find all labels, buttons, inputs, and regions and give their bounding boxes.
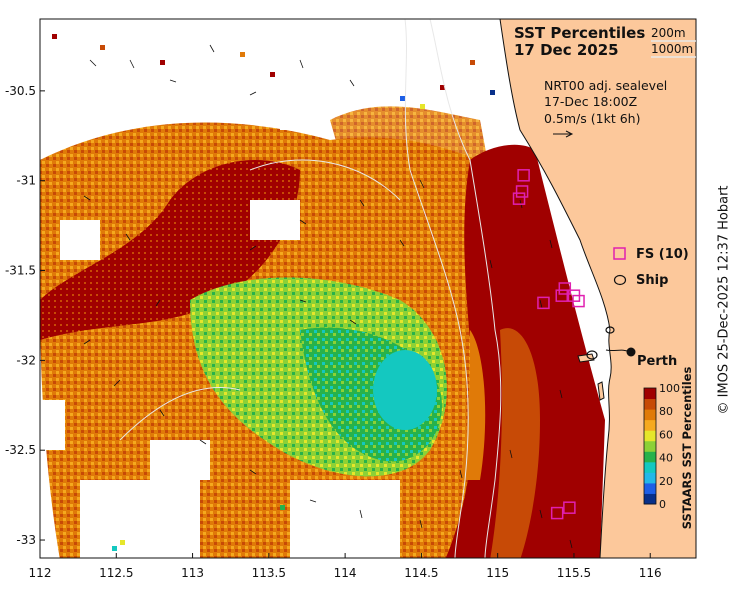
sst-field: [40, 19, 696, 558]
scale-arrow: [553, 130, 574, 138]
fs-marker: [555, 289, 568, 302]
y-tick-label: -31.5: [5, 264, 36, 278]
rottnest-island: [577, 353, 595, 363]
colorbar-segment: [644, 398, 656, 410]
data-pixels: [52, 34, 495, 551]
plot-frame: [39, 18, 697, 559]
x-tick-label: 116: [639, 566, 662, 580]
northern-patchy-sst: [330, 106, 495, 200]
x-tick-label: 114: [334, 566, 357, 580]
y-tick-label: -33: [16, 533, 36, 547]
imos-credit: © IMOS 25-Dec-2025 12:37 Hobart: [716, 185, 732, 415]
colorbar-segment: [644, 409, 656, 421]
current-info-line1: NRT00 adj. sealevel: [544, 78, 667, 93]
y-tick-label: -30.5: [5, 84, 36, 98]
colorbar: 100 80 60 40 20 0: [643, 382, 680, 511]
title-line1: SST Percentiles: [514, 24, 645, 42]
shelf-orange: [460, 330, 486, 480]
garden-island: [597, 381, 605, 401]
perth-label: Perth: [637, 354, 677, 369]
coastline: [499, 19, 612, 558]
fs-marker: [563, 501, 576, 514]
fs-marker: [517, 169, 530, 182]
fs-marker: [558, 282, 572, 295]
x-tick-label: 112: [29, 566, 52, 580]
y-tick-label: -31: [16, 174, 36, 188]
colorbar-tick-label: 0: [659, 498, 666, 511]
current-info-line3: 0.5m/s (1kt 6h): [544, 111, 640, 126]
ship-legend-marker: [613, 274, 627, 286]
colorbar-frame: [643, 387, 657, 505]
colorbar-segment: [644, 451, 656, 463]
colorbar-segment: [644, 440, 656, 452]
fs-marker: [572, 294, 585, 308]
colorbar-tick-label: 100: [659, 382, 680, 395]
fs-marker: [550, 506, 564, 520]
current-info-line2: 17-Dec 18:00Z: [544, 94, 637, 109]
colorbar-label: SSTAARS SST Percentiles: [680, 367, 694, 530]
depth-legend-1000m: 1000m: [651, 42, 693, 56]
depth-legend-200m: 200m: [651, 26, 686, 40]
x-tick-label: 113: [181, 566, 204, 580]
colorbar-segment: [644, 461, 656, 473]
colorbar-segment: [644, 388, 656, 400]
y-tick-label: -32.5: [5, 443, 36, 457]
colorbar-tick-label: 60: [659, 428, 673, 441]
x-axis: 112 112.5 113 113.5 114 114.5 115 115.5 116: [29, 553, 662, 580]
fs-legend-label: FS (10): [636, 247, 689, 262]
ship-legend-label: Ship: [636, 273, 668, 288]
colorbar-segment: [644, 419, 656, 431]
x-tick-label: 112.5: [99, 566, 133, 580]
title-line2: 17 Dec 2025: [514, 41, 619, 59]
x-tick-label: 115.5: [557, 566, 591, 580]
colorbar-segment: [644, 472, 656, 484]
colorbar-segment: [644, 482, 656, 494]
colorbar-tick-label: 80: [659, 405, 673, 418]
colorbar-segment: [644, 430, 656, 442]
isobaths: [119, 19, 502, 558]
x-tick-label: 113.5: [252, 566, 286, 580]
fs-marker: [515, 185, 529, 198]
x-tick-label: 114.5: [404, 566, 438, 580]
x-tick-label: 115: [486, 566, 509, 580]
perth-dot: [626, 347, 636, 357]
fs-marker: [537, 296, 550, 310]
fs-marker: [512, 192, 526, 205]
fs-legend-marker: [613, 247, 626, 260]
colorbar-tick-label: 20: [659, 475, 673, 488]
ship-marker: [586, 326, 615, 360]
warm-ring-red: [40, 160, 300, 340]
eddy-center-cyan: [373, 350, 437, 430]
inshore-orange-band: [490, 328, 540, 558]
y-axis: -30.5 -31 -31.5 -32 -32.5 -33: [5, 84, 45, 547]
y-tick-label: -32: [16, 353, 36, 367]
colorbar-tick-label: 40: [659, 452, 673, 465]
current-vectors: [83, 44, 573, 549]
colorbar-segment: [644, 493, 656, 505]
cloud-gaps: [40, 30, 420, 558]
fs-markers: [512, 169, 585, 520]
